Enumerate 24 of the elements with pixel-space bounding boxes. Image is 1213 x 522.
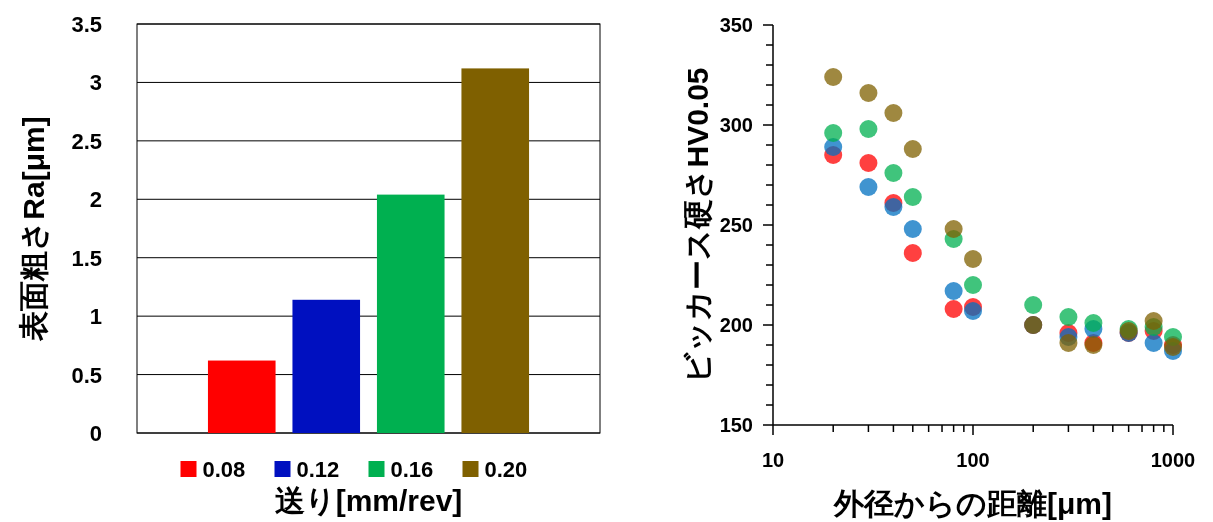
y-tick-label: 300 (719, 114, 753, 136)
y-axis-title: 表面粗さRa[μm] (17, 116, 50, 342)
y-tick-label: 3.5 (71, 12, 102, 37)
y-tick-label: 1 (89, 304, 102, 330)
x-axis-title: 送り[mm/rev] (274, 484, 463, 517)
y-tick-label: 200 (719, 314, 753, 336)
y-tick-label: 3 (89, 70, 102, 96)
legend-label: 0.12 (296, 457, 340, 482)
y-tick-label: 1.5 (71, 245, 102, 271)
x-tick-label: 1000 (1150, 449, 1196, 471)
x-tick-label: 10 (761, 449, 785, 471)
x-tick-label: 100 (956, 449, 990, 471)
y-tick-label: 150 (719, 414, 753, 436)
legend-label: 0.16 (390, 457, 434, 482)
legend-label: 0.08 (202, 457, 246, 482)
x-axis-title: 外径からの距離[μm] (832, 487, 1113, 520)
y-tick-label: 0.5 (71, 362, 102, 388)
legend-label: 0.20 (484, 457, 528, 482)
y-tick-label: 350 (719, 14, 753, 36)
y-tick-label: 2.5 (71, 128, 102, 154)
y-tick-label: 250 (719, 214, 753, 236)
y-axis-title: ビッカース硬さHV0.05 (681, 67, 714, 383)
y-tick-label: 0 (89, 421, 102, 446)
y-tick-label: 2 (89, 187, 102, 213)
